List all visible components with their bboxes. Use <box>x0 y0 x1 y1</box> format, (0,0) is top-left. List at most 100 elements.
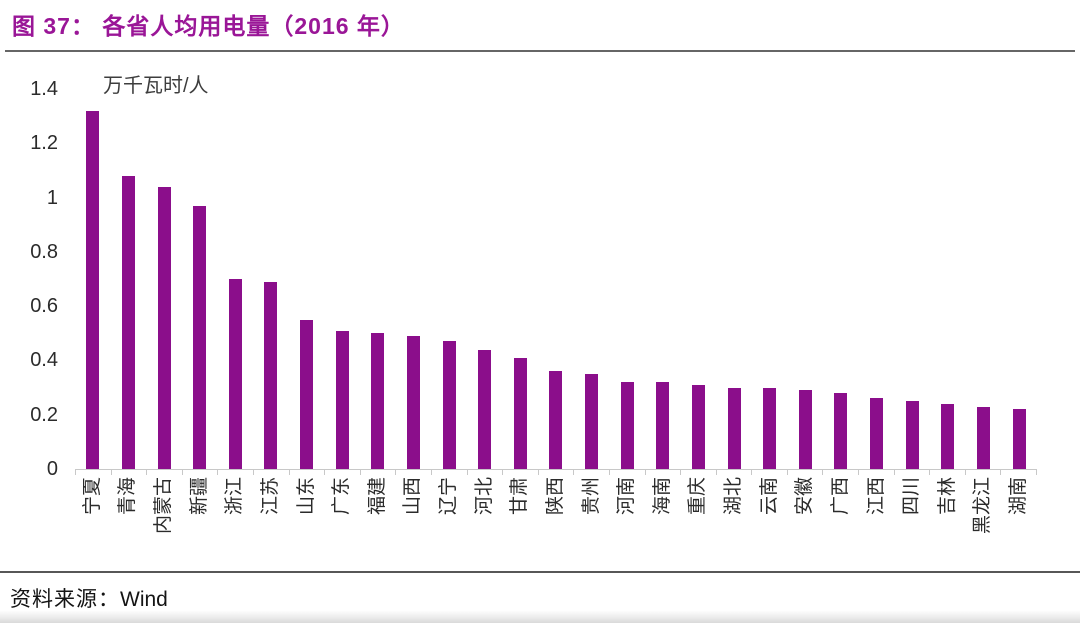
bar-slot <box>324 89 360 469</box>
x-label-slot: 宁夏 <box>75 477 111 573</box>
x-tick-label: 广东 <box>331 477 353 516</box>
bar-slot <box>146 89 182 469</box>
axis-tick <box>644 470 681 475</box>
y-axis: 0 0.2 0.4 0.6 0.8 1 1.2 1.4 <box>0 78 58 480</box>
bar-slot <box>645 89 681 469</box>
axis-tick <box>217 470 253 475</box>
axis-tick <box>75 470 111 475</box>
x-label-slot: 重庆 <box>681 477 717 573</box>
y-tick-label: 0 <box>46 458 58 480</box>
x-label-slot: 广东 <box>324 477 360 573</box>
axis-tick <box>715 470 752 475</box>
bar-slot <box>503 89 539 469</box>
bar-云南 <box>763 387 777 469</box>
bar-安徽 <box>798 390 812 469</box>
bar-福建 <box>371 333 385 469</box>
bar-slot <box>859 89 895 469</box>
bar-湖北 <box>727 387 741 469</box>
y-tick-label: 0.4 <box>30 349 58 372</box>
bar-辽宁 <box>442 341 456 469</box>
bar-slot <box>75 89 111 469</box>
x-tick-label: 贵州 <box>580 477 602 516</box>
x-label-slot: 浙江 <box>218 477 254 573</box>
bar-江苏 <box>264 281 278 469</box>
bar-山东 <box>300 319 314 469</box>
x-label-slot: 甘肃 <box>503 477 539 573</box>
axis-tick <box>395 470 431 475</box>
bar-广西 <box>834 393 848 469</box>
axis-tick <box>537 470 574 475</box>
x-label-slot: 云南 <box>752 477 788 573</box>
x-axis-labels: 宁夏 青海 内蒙古 新疆 浙江 江苏 山东 广东 福建 山西 辽宁 河北 甘肃 陕西 贵州 河南 海南 重庆 湖北云… <box>75 477 1037 573</box>
axis-tick <box>466 470 503 475</box>
x-tick-label: 内蒙古 <box>153 477 175 535</box>
axis-tick <box>929 470 965 475</box>
axis-tick <box>680 470 716 475</box>
x-tick-label: 山东 <box>295 477 317 516</box>
x-tick-label: 广西 <box>829 477 851 516</box>
x-label-slot: 广西 <box>823 477 859 573</box>
y-tick-label: 1.4 <box>30 78 58 100</box>
x-label-slot: 山东 <box>289 477 325 573</box>
bar-slot <box>681 89 717 469</box>
bar-slot <box>360 89 396 469</box>
y-tick-label: 0.8 <box>30 240 58 263</box>
x-label-slot: 江西 <box>859 477 895 573</box>
bar-四川 <box>905 401 919 469</box>
axis-tick <box>893 470 930 475</box>
x-label-slot: 贵州 <box>574 477 610 573</box>
bar-slot <box>1001 89 1037 469</box>
bar-海南 <box>656 382 670 469</box>
bar-slot <box>218 89 254 469</box>
bar-slot <box>788 89 824 469</box>
axis-tick <box>1000 470 1038 475</box>
axis-tick <box>359 470 396 475</box>
x-tick-label: 重庆 <box>687 477 709 516</box>
axis-tick <box>324 470 360 475</box>
x-label-slot: 安徽 <box>788 477 824 573</box>
title-divider <box>5 50 1075 52</box>
bar-重庆 <box>691 384 705 469</box>
bar-slot <box>289 89 325 469</box>
axis-tick <box>964 470 1001 475</box>
x-tick-label: 辽宁 <box>438 477 460 516</box>
x-tick-label: 海南 <box>651 477 673 516</box>
y-tick-label: 0.6 <box>30 295 58 318</box>
x-label-slot: 黑龙江 <box>966 477 1002 573</box>
axis-tick <box>502 470 538 475</box>
bar-slot <box>182 89 218 469</box>
x-label-slot: 河南 <box>609 477 645 573</box>
x-tick-label: 四川 <box>901 477 923 516</box>
footer-divider <box>0 571 1080 573</box>
x-label-slot: 内蒙古 <box>146 477 182 573</box>
axis-tick <box>110 470 147 475</box>
bar-slot <box>609 89 645 469</box>
axis-tick <box>822 470 858 475</box>
bar-slot <box>716 89 752 469</box>
x-label-slot: 山西 <box>396 477 432 573</box>
x-tick-label: 新疆 <box>188 477 210 516</box>
axis-tick <box>573 470 609 475</box>
axis-tick <box>288 470 325 475</box>
x-tick-label: 云南 <box>758 477 780 516</box>
bar-slot <box>930 89 966 469</box>
x-tick-label: 宁夏 <box>81 477 103 516</box>
bar-slot <box>823 89 859 469</box>
x-label-slot: 吉林 <box>930 477 966 573</box>
axis-tick <box>252 470 289 475</box>
bar-贵州 <box>585 374 599 469</box>
bar-甘肃 <box>513 357 527 469</box>
bar-slot <box>253 89 289 469</box>
x-label-slot: 青海 <box>111 477 147 573</box>
axis-tick <box>858 470 894 475</box>
bar-宁夏 <box>86 110 100 469</box>
bar-slot <box>966 89 1002 469</box>
x-tick-label: 黑龙江 <box>972 477 994 535</box>
bar-吉林 <box>941 403 955 469</box>
x-tick-label: 青海 <box>117 477 139 516</box>
x-axis-tick-row <box>75 470 1038 475</box>
x-tick-label: 湖南 <box>1008 477 1030 516</box>
y-tick-label: 0.2 <box>30 403 58 426</box>
x-label-slot: 湖北 <box>716 477 752 573</box>
figure-title: 图 37： 各省人均用电量（2016 年） <box>12 13 405 39</box>
